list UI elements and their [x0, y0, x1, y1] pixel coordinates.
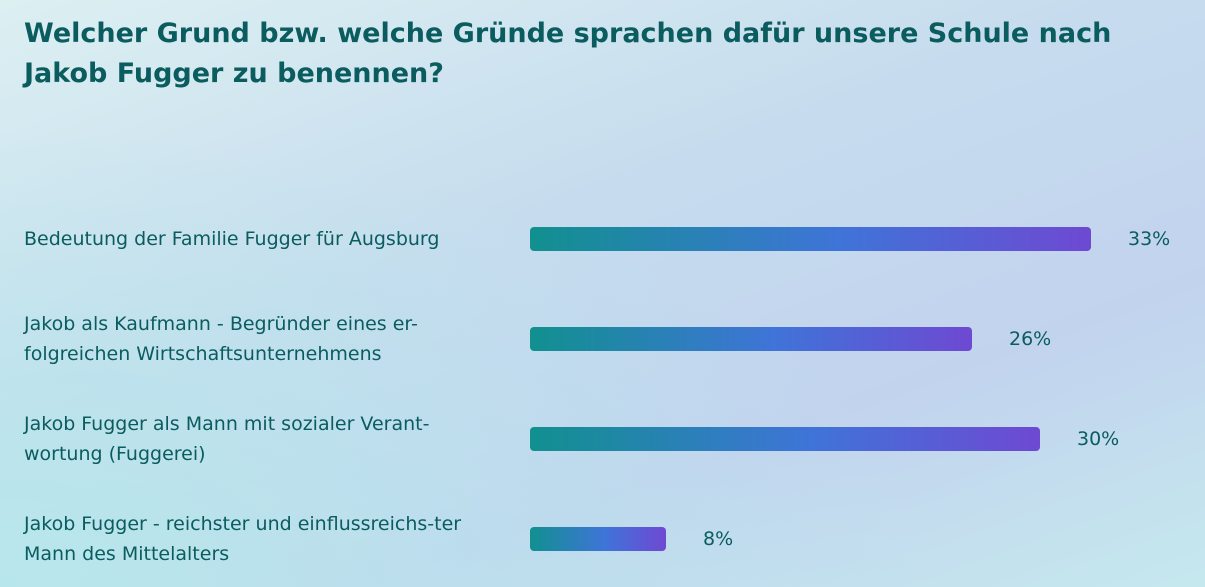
value-label: 8%: [703, 528, 734, 550]
bar: [530, 527, 666, 551]
category-label: Bedeutung der Familie Fugger für Augsbur…: [24, 228, 440, 250]
value-label: 33%: [1128, 228, 1171, 250]
bar-row: Jakob Fugger - reichster und einflussrei…: [0, 509, 1205, 569]
bar-row: Bedeutung der Familie Fugger für Augsbur…: [0, 209, 1205, 269]
category-label: Jakob als Kaufmann - Begründer eines er-…: [24, 313, 418, 365]
bar-row: Jakob als Kaufmann - Begründer eines er-…: [0, 309, 1205, 369]
value-label: 30%: [1077, 428, 1120, 450]
question-title: Welcher Grund bzw. welche Gründe sprache…: [24, 18, 1112, 89]
bar: [530, 327, 972, 351]
category-label: Jakob Fugger - reichster und einflussrei…: [24, 513, 462, 565]
bar: [530, 227, 1091, 251]
category-label: Jakob Fugger als Mann mit sozialer Veran…: [24, 413, 430, 465]
value-label: 26%: [1009, 328, 1052, 350]
bar-row: Jakob Fugger als Mann mit sozialer Veran…: [0, 409, 1205, 469]
bar: [530, 427, 1040, 451]
